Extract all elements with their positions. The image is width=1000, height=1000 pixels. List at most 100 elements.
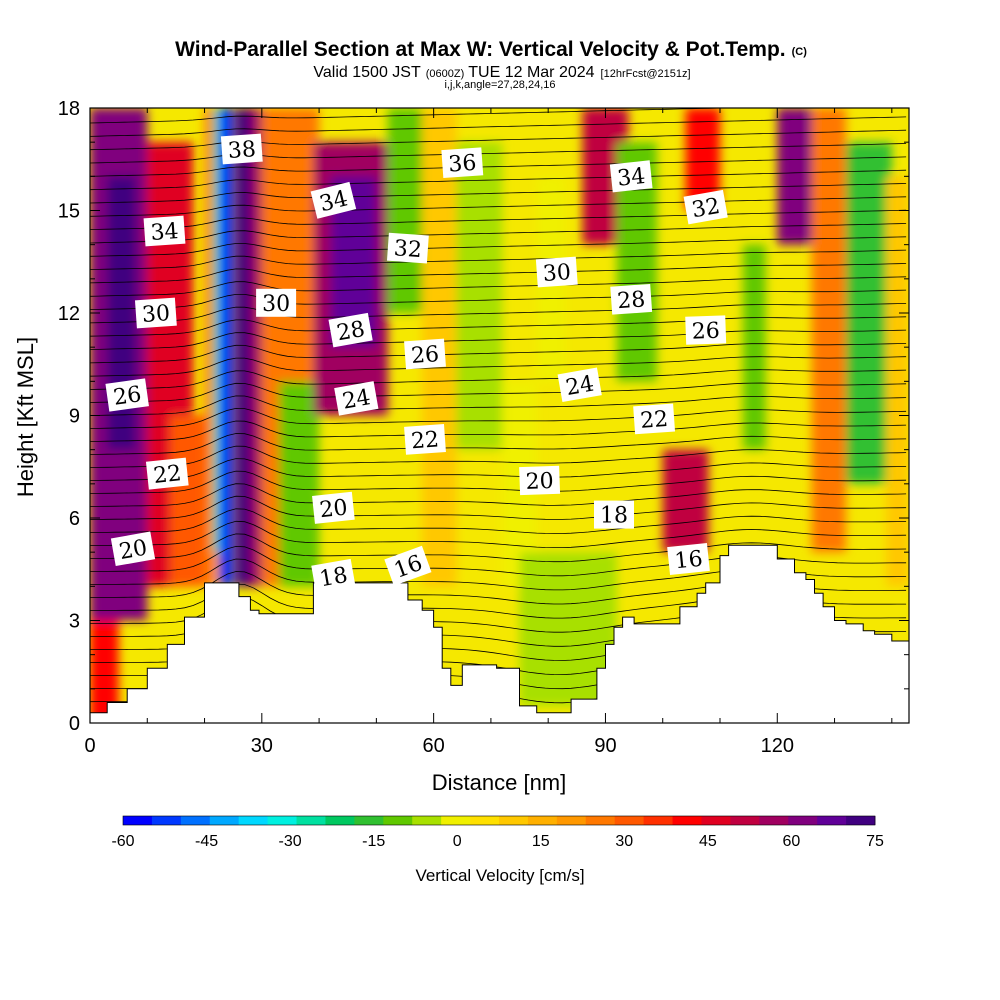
isentrope-label: 26 — [404, 338, 446, 370]
isentrope-label-box — [557, 367, 602, 403]
isentrope-line — [90, 508, 907, 534]
isentrope-label-box — [667, 542, 710, 576]
isentrope-line — [90, 343, 907, 364]
isentrope-label-box — [594, 500, 634, 529]
isentrope-label-text: 18 — [318, 563, 350, 592]
isentrope-line — [90, 533, 907, 563]
isentrope-line — [90, 316, 907, 337]
colorbar-swatch — [730, 816, 760, 825]
velocity-region — [221, 108, 228, 587]
isentrope-label-box — [441, 147, 484, 179]
isentrope-label-text: 36 — [448, 151, 478, 178]
isentrope-label: 18 — [594, 500, 634, 529]
isentrope-line — [90, 520, 907, 548]
colorbar-swatch — [267, 816, 297, 825]
colorbar-swatch — [209, 816, 240, 825]
isentrope-label-box — [312, 491, 355, 524]
velocity-region — [662, 449, 709, 553]
isentrope-label: 24 — [557, 367, 602, 403]
chart-title: Wind-Parallel Section at Max W: Vertical… — [175, 38, 807, 61]
isentrope-label: 34 — [609, 160, 653, 193]
velocity-region — [170, 415, 205, 587]
colorbar-swatch — [383, 816, 413, 825]
isentrope-label-text: 30 — [542, 260, 572, 287]
isentrope-line — [90, 420, 907, 442]
isentrope-line — [90, 263, 907, 284]
isentrope-label: 36 — [441, 147, 484, 179]
isentrope-line — [90, 458, 907, 481]
y-tick-label: 3 — [69, 611, 80, 633]
x-axis-label: Distance [nm] — [432, 770, 567, 795]
colorbar-frame — [122, 815, 876, 826]
colorbar-swatch — [817, 816, 847, 825]
colorbar-swatch — [180, 816, 211, 825]
colorbar-tick-label: 0 — [453, 833, 462, 850]
isentrope-line — [90, 483, 907, 507]
colorbar-swatch — [701, 816, 731, 825]
colorbar-swatch — [643, 816, 673, 825]
isentrope-line — [90, 382, 907, 403]
isentrope-label-text: 34 — [150, 219, 180, 246]
isentrope-label: 16 — [384, 545, 432, 586]
isentrope-label: 24 — [334, 381, 379, 416]
isentrope-label-text: 34 — [616, 164, 646, 192]
colorbar-swatch — [123, 816, 153, 825]
isentrope-line — [90, 276, 907, 297]
isentrope-label-box — [404, 424, 446, 455]
isentrope-label-text: 20 — [525, 469, 554, 495]
colorbar-tick-label: 30 — [615, 833, 633, 850]
velocity-region — [213, 108, 219, 553]
isentrope-line — [90, 329, 907, 350]
isentrope-label: 28 — [610, 283, 653, 315]
y-tick-label: 9 — [69, 406, 80, 428]
isentrope-label-box — [609, 160, 653, 193]
isentrope-label: 32 — [683, 189, 728, 225]
y-tick-label: 0 — [69, 713, 80, 735]
x-tick-label: 90 — [594, 735, 616, 757]
isentrope-label: 28 — [328, 312, 373, 348]
velocity-region — [886, 176, 909, 587]
isentrope-label-box — [386, 232, 429, 264]
isentrope-label-box — [310, 181, 357, 219]
isentrope-label-text: 26 — [691, 319, 720, 345]
isentrope-label-text: 38 — [227, 137, 257, 164]
isentrope-label-text: 28 — [616, 287, 646, 314]
colorbar-swatch — [585, 816, 616, 825]
isentrope-line — [90, 470, 907, 494]
isentrope-label-text: 18 — [600, 504, 628, 529]
velocity-region — [236, 108, 254, 587]
isentrope-label-box — [220, 133, 263, 165]
isentrope-line — [90, 249, 907, 270]
isentrope-label-box — [633, 403, 676, 435]
colorbar-swatch — [238, 816, 269, 825]
isentrope-labels: 38 34 34 36 34 32 32 30 30 30 28 28 26 26 26 24 24 22 22 22… — [105, 133, 728, 594]
colorbar-tick-label: 45 — [699, 833, 717, 850]
colorbar-swatch — [759, 816, 789, 825]
y-tick-label: 6 — [69, 508, 80, 530]
isentrope-label: 26 — [685, 315, 727, 345]
colorbar-swatch — [151, 816, 182, 825]
isentrope-label-box — [535, 256, 578, 288]
terrain-mask — [90, 544, 909, 723]
isentrope-label-box — [143, 215, 186, 247]
colorbar-tick-label: -30 — [279, 833, 302, 850]
isentrope-line — [90, 495, 907, 520]
colorbar-tick-label: -60 — [111, 833, 134, 850]
isentrope-label: 20 — [312, 491, 355, 524]
colorbar-swatch — [614, 816, 645, 825]
isentrope-label: 16 — [667, 542, 710, 576]
colorbar-swatch — [556, 816, 587, 825]
isentrope-label-box — [328, 312, 373, 348]
isentrope-label: 34 — [310, 181, 357, 219]
isentrope-label-box — [334, 381, 379, 416]
isentrope-line — [90, 196, 907, 217]
colorbar-tick-label: 60 — [783, 833, 801, 850]
isentrope-label: 26 — [105, 378, 149, 412]
colorbar: -60 -45 -30 -15 0 15 30 45 60 75 — [111, 815, 884, 850]
velocity-region — [742, 244, 766, 450]
chart-subtitle: Valid 1500 JST (0600Z) TUE 12 Mar 2024 [12h… — [313, 64, 690, 81]
isentrope-label: 32 — [386, 232, 429, 264]
x-tick-label: 120 — [761, 735, 794, 757]
isentrope-label-box — [384, 545, 432, 586]
